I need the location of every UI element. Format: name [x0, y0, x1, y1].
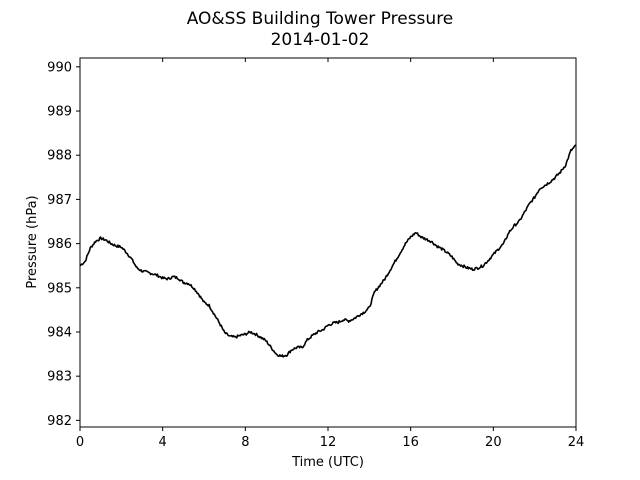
x-axis-label: Time (UTC)	[291, 455, 364, 470]
x-tick-label: 16	[402, 435, 419, 450]
y-axis-label: Pressure (hPa)	[25, 195, 40, 288]
y-tick-label: 987	[47, 193, 72, 208]
y-tick-label: 986	[47, 237, 72, 252]
chart-subtitle: 2014-01-02	[271, 30, 370, 50]
y-tick-label: 988	[47, 149, 72, 164]
y-tick-label: 985	[47, 281, 72, 296]
plot-area: 0 4 8 12 16 20 24 982 983 984 985 986 987 988 989 990	[47, 57, 584, 450]
y-tick-label: 989	[47, 105, 72, 120]
x-axis: 0 4 8 12 16 20 24	[76, 58, 584, 450]
y-axis: 982 983 984 985 986 987 988 989 990	[47, 60, 80, 429]
x-tick-label: 24	[568, 435, 585, 450]
y-tick-label: 983	[47, 370, 72, 385]
y-tick-label: 984	[47, 325, 72, 340]
y-tick-label: 990	[47, 60, 72, 75]
x-tick-label: 12	[320, 435, 337, 450]
y-tick-label: 982	[47, 414, 72, 429]
x-tick-label: 20	[485, 435, 502, 450]
x-tick-label: 8	[241, 435, 249, 450]
pressure-series-line	[79, 144, 577, 358]
x-tick-label: 4	[159, 435, 167, 450]
chart-title: AO&SS Building Tower Pressure	[187, 9, 454, 29]
x-tick-label: 0	[76, 435, 84, 450]
